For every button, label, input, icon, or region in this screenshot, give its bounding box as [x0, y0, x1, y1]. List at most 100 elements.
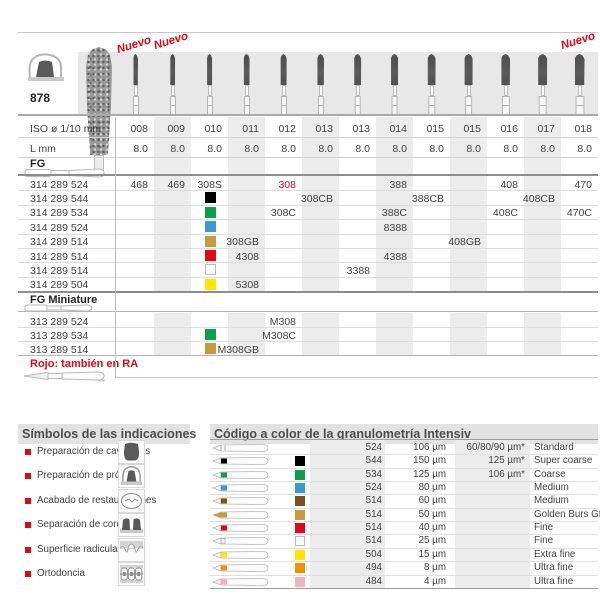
code-column-band — [310, 440, 385, 588]
bur-ref-cell: 8388 — [383, 221, 407, 234]
column-stripe — [450, 313, 487, 355]
length-value-cell: 8.0 — [466, 143, 481, 155]
fg-miniature-bur-outline-icon — [24, 303, 94, 313]
bur-ref-cell: M308C — [262, 329, 296, 342]
iso-value-cell: 018 — [574, 123, 592, 135]
series-number: 878 — [30, 91, 51, 105]
order-code: 314 289 524 — [30, 178, 89, 191]
bur-image-banner — [78, 52, 598, 115]
bur-photo — [463, 54, 475, 115]
grit-color-chip — [205, 264, 216, 276]
column-stripe — [228, 313, 265, 355]
grit-name: Fine — [534, 535, 554, 547]
indication-label: Preparación de prótesis — [37, 470, 141, 482]
order-code: 313 289 524 — [30, 315, 89, 328]
indication-label: Acabado de restauraciones — [37, 494, 157, 506]
grit-code: 494 — [365, 562, 382, 574]
bur-outline-icon — [212, 483, 270, 493]
bur-ref-cell: 4388 — [383, 250, 407, 263]
grit-row: 514 50 µm Golden Burs GB — [210, 508, 600, 521]
length-value-cell: 8.0 — [318, 143, 333, 155]
grit-color-chip — [205, 250, 216, 261]
bur-photo — [574, 54, 586, 115]
grit-size: 15 µm — [418, 548, 446, 560]
indication-item: Preparación de prótesis — [22, 464, 190, 489]
bur-photo — [537, 54, 549, 115]
bur-ref-cell: 470C — [566, 207, 592, 220]
iso-value-cell: 013 — [315, 123, 333, 135]
grit-name: Coarse — [534, 468, 566, 480]
fg-bur-outline-icon — [24, 167, 106, 179]
grit-code: 514 — [365, 522, 382, 534]
bur-ref-cell: M308GB — [217, 343, 259, 356]
column-stripe — [302, 313, 339, 355]
order-code: 314 289 544 — [30, 192, 89, 205]
bur-ref-cell: 308GB — [226, 236, 259, 249]
grit-row: 524 80 µm Medium — [210, 481, 598, 494]
grit-size: 60 µm — [418, 495, 446, 507]
bur-outline-icon — [212, 536, 270, 546]
grit-row: 514 40 µm Fine — [210, 521, 598, 534]
indication-item: Acabado de restauraciones — [22, 488, 190, 513]
grit-row: 534 125 µm 106 µm* Coarse — [210, 468, 598, 481]
bur-ref-cell: 408GB — [448, 236, 481, 249]
grit-alt-size: 60/80/90 µm* — [466, 442, 525, 453]
length-value-cell: 8.0 — [577, 143, 592, 155]
bur-ref-cell: 308C — [270, 207, 296, 220]
length-value-cell: 8.0 — [392, 143, 407, 155]
iso-value-cell: 017 — [537, 123, 555, 135]
bur-photo — [167, 54, 179, 115]
grit-alt-size: 125 µm* — [488, 455, 525, 467]
grit-code: 544 — [365, 455, 382, 467]
grit-color-chip — [205, 221, 216, 233]
iso-value-cell: 012 — [278, 123, 296, 135]
bur-ref-cell: 388 — [389, 178, 407, 191]
root-surface-icon — [118, 537, 145, 562]
iso-value-cell: 014 — [389, 123, 407, 135]
column-stripe — [228, 176, 265, 291]
indication-label: Superficie radicular — [37, 543, 121, 555]
indication-item: Separación de coronas — [22, 513, 190, 538]
length-value-cell: 8.0 — [503, 143, 518, 155]
bur-outline-icon — [212, 496, 270, 506]
grit-name: Standard — [534, 442, 574, 453]
bur-ref-cell: M308 — [269, 315, 296, 328]
bur-ref-cell: 4308 — [235, 250, 259, 263]
bur-outline-icon — [212, 550, 270, 560]
grit-name: Medium — [534, 495, 569, 507]
nuevo-label: Nuevo — [559, 30, 597, 52]
grit-color-chip — [295, 563, 305, 574]
bur-outline-icon — [212, 456, 270, 466]
nuevo-label: Nuevo — [152, 30, 190, 52]
grit-color-chip — [205, 206, 216, 218]
product-table: Nuevo Nuevo Nuevo 878 ISO ø 1/10 mm L mm 0… — [18, 30, 598, 383]
indication-item: Ortodoncia — [22, 562, 190, 586]
grit-name: Golden Burs GB — [534, 508, 600, 520]
bur-ref-cell: 469 — [167, 178, 185, 191]
indication-label: Separación de coronas — [37, 519, 138, 531]
grit-row: 484 4 µm Ultra fine — [210, 575, 598, 588]
bur-outline-icon — [212, 443, 270, 453]
red-bullet-icon — [25, 473, 31, 480]
symbols-panel-title: Símbolos de las indicaciones — [22, 427, 197, 441]
grit-size: 80 µm — [418, 482, 446, 494]
grit-color-chip — [295, 509, 305, 520]
grit-panel-title: Código a color de la granulometría Inten… — [214, 427, 471, 441]
ra-bur-outline-icon — [22, 369, 110, 383]
bur-ref-cell: 408C — [492, 207, 518, 220]
grit-code: 514 — [365, 508, 382, 520]
bur-ref-cell: 388C — [381, 207, 407, 220]
indication-item: Preparación de cavidades — [22, 440, 190, 464]
crown-prep-pictogram-icon — [24, 52, 68, 84]
grit-code: 514 — [365, 535, 382, 547]
indication-item: Superficie radicular — [22, 537, 190, 562]
red-bullet-icon — [25, 546, 31, 553]
bur-ref-cell: 308CB — [300, 192, 333, 205]
grit-code: 504 — [365, 548, 382, 560]
bur-ref-cell: 5308 — [235, 279, 259, 292]
grit-name: Extra fine — [534, 548, 576, 560]
bur-ref-cell: 468 — [130, 178, 148, 191]
grit-color-chip — [295, 536, 305, 547]
grit-size: 150 µm — [413, 455, 446, 467]
